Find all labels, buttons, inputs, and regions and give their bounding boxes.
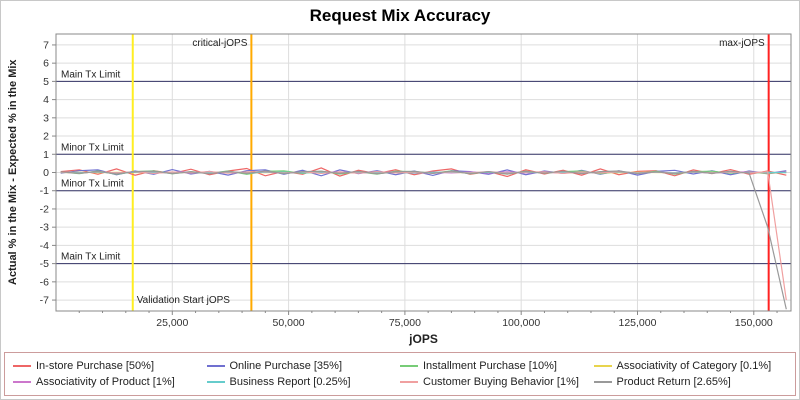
y-tick-label: -7: [40, 295, 49, 307]
minor-tx-limit-label: Minor Tx Limit: [61, 142, 124, 153]
legend: In-store Purchase [50%] Online Purchase […: [4, 352, 796, 396]
main-tx-limit-label: Main Tx Limit: [61, 69, 120, 80]
limit-lines: Main Tx Limit Minor Tx Limit Minor Tx Limi…: [56, 69, 791, 265]
legend-item-label: Installment Purchase [10%]: [423, 360, 557, 372]
legend-item-label: Customer Buying Behavior [1%]: [423, 376, 579, 388]
legend-line-sample: [593, 381, 612, 383]
legend-item-installment-purchase-10: Installment Purchase [10%]: [400, 360, 594, 372]
x-tick-label: 125,000: [619, 317, 657, 329]
legend-line-sample: [206, 381, 225, 383]
y-tick-label: 0: [43, 167, 49, 179]
y-tick-label: -6: [40, 276, 49, 288]
x-tick-label: 100,000: [502, 317, 540, 329]
series-lines: [60, 167, 787, 310]
y-tick-label: 3: [43, 112, 49, 124]
legend-line-sample: [400, 381, 418, 383]
legend-item-label: Associativity of Product [1%]: [36, 376, 175, 388]
legend-line-sample: [593, 365, 612, 367]
y-tick-label: 2: [43, 131, 49, 143]
legend-item-business-report-0-25: Business Report [0.25%]: [206, 376, 401, 388]
axis-ticks: -7 -6 -5 -4 -3 -2 -1 0 1 2 3 4 5 6 7 25,000 50,000 75,000…: [40, 39, 778, 329]
y-tick-label: -4: [40, 240, 49, 252]
chart-title: Request Mix Accuracy: [309, 6, 491, 25]
y-tick-label: 6: [43, 58, 49, 70]
y-tick-label: -5: [40, 258, 49, 270]
legend-line-sample: [13, 365, 31, 367]
critical-jops-label: critical-jOPS: [192, 38, 247, 49]
legend-line-sample: [13, 381, 31, 383]
legend-item-label: Associativity of Category [0.1%]: [616, 360, 772, 372]
y-tick-label: -2: [40, 203, 49, 215]
max-jops-label: max-jOPS: [719, 38, 765, 49]
y-tick-label: -3: [40, 222, 49, 234]
legend-item-associativity-of-category-0-1: Associativity of Category [0.1%]: [593, 360, 788, 372]
x-axis-label: jOPS: [409, 332, 438, 346]
y-tick-label: -1: [40, 185, 49, 197]
minor-tx-limit-label: Minor Tx Limit: [61, 179, 124, 190]
legend-item-in-store-purchase-50: In-store Purchase [50%]: [13, 360, 207, 372]
legend-item-online-purchase-35: Online Purchase [35%]: [206, 360, 401, 372]
y-tick-label: 5: [43, 76, 49, 88]
legend-item-customer-buying-behavior-1: Customer Buying Behavior [1%]: [400, 376, 594, 388]
legend-item-label: Product Return [2.65%]: [616, 376, 731, 388]
series-line-product-return-2-65: [60, 170, 787, 310]
y-tick-label: 4: [43, 94, 49, 106]
plot-area: Main Tx Limit Minor Tx Limit Minor Tx Limi…: [40, 33, 792, 329]
x-tick-label: 25,000: [156, 317, 188, 329]
legend-line-sample: [400, 365, 418, 367]
legend-item-label: Online Purchase [35%]: [229, 360, 343, 372]
legend-item-label: In-store Purchase [50%]: [36, 360, 155, 372]
legend-item-associativity-of-product-1: Associativity of Product [1%]: [13, 376, 207, 388]
legend-item-label: Business Report [0.25%]: [229, 376, 351, 388]
x-tick-label: 150,000: [735, 317, 773, 329]
legend-item-product-return-2-65: Product Return [2.65%]: [593, 376, 788, 388]
main-tx-limit-label: Main Tx Limit: [61, 252, 120, 263]
legend-line-sample: [206, 365, 225, 367]
x-tick-label: 75,000: [389, 317, 421, 329]
x-tick-label: 50,000: [273, 317, 305, 329]
y-tick-label: 1: [43, 149, 49, 161]
y-tick-label: 7: [43, 39, 49, 51]
validation-start-jops-label: Validation Start jOPS: [137, 295, 231, 306]
